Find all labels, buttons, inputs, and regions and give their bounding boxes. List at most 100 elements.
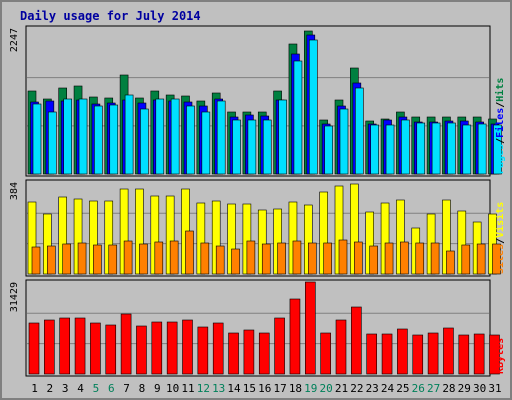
bar-pages [462, 124, 472, 175]
day-label: 30 [473, 382, 486, 395]
bar-pages [232, 119, 241, 175]
day-label: 16 [258, 382, 271, 395]
bar-pages [401, 119, 410, 175]
bar-kbytes [381, 333, 393, 375]
bar-pages [94, 105, 103, 175]
bar-pages [385, 124, 395, 175]
bar-pages [155, 98, 165, 175]
bar-kbytes [351, 306, 362, 375]
bar-kbytes [228, 332, 239, 375]
bar-sites [338, 239, 348, 275]
panel-max-label: 2247 [9, 28, 20, 52]
bar-kbytes [90, 322, 101, 375]
bar-kbytes [412, 334, 424, 375]
bar-pages [431, 122, 441, 175]
bar-pages [370, 124, 380, 175]
bar-kbytes [74, 317, 86, 375]
day-label: 22 [350, 382, 363, 395]
bar-kbytes [473, 333, 485, 375]
day-label: 24 [381, 382, 395, 395]
bar-pages [293, 60, 303, 175]
day-label: 29 [458, 382, 471, 395]
bar-kbytes [151, 321, 163, 375]
bar-kbytes [320, 332, 331, 375]
day-label: 17 [273, 382, 286, 395]
bar-kbytes [44, 319, 55, 375]
bar-sites [231, 248, 240, 275]
bar-pages [262, 119, 272, 175]
bar-pages [186, 105, 195, 175]
bar-kbytes [136, 325, 147, 375]
axis-legend: KBytes [495, 338, 506, 374]
bar-kbytes [443, 327, 454, 375]
bar-kbytes [397, 328, 408, 375]
day-label: 18 [289, 382, 302, 395]
bar-pages [124, 94, 134, 175]
bar-pages [324, 125, 333, 175]
bar-sites [307, 242, 317, 275]
day-label: 1 [31, 382, 38, 395]
day-label: 11 [181, 382, 194, 395]
day-label: 5 [93, 382, 100, 395]
bar-sites [384, 242, 394, 275]
bar-pages [48, 111, 57, 175]
bar-pages [308, 39, 318, 175]
bar-sites [123, 240, 133, 275]
panel-max-label: 384 [9, 182, 20, 200]
day-label: 9 [154, 382, 161, 395]
day-label: 19 [304, 382, 317, 395]
bar-sites [31, 246, 41, 275]
chart-title: Daily usage for July 2014 [20, 9, 201, 23]
bar-sites [108, 244, 118, 275]
bar-kbytes [458, 334, 470, 375]
day-label: 15 [243, 382, 256, 395]
bar-pages [493, 124, 502, 175]
bar-pages [201, 111, 211, 175]
bar-kbytes [366, 333, 378, 375]
bar-sites [277, 242, 286, 275]
bar-kbytes [304, 281, 316, 375]
bar-sites [323, 242, 332, 275]
bar-kbytes [289, 298, 301, 375]
day-label: 4 [77, 382, 84, 395]
bar-pages [78, 98, 88, 175]
bar-kbytes [182, 319, 193, 375]
day-label: 28 [442, 382, 455, 395]
bar-pages [140, 108, 149, 175]
bar-pages [355, 87, 364, 175]
bar-kbytes [120, 313, 132, 375]
bar-kbytes [212, 322, 224, 375]
day-label: 12 [197, 382, 210, 395]
bar-pages [32, 103, 42, 175]
day-label: 25 [396, 382, 409, 395]
bar-sites [62, 243, 72, 275]
bar-sites [169, 240, 179, 275]
bar-sites [354, 241, 363, 275]
bar-kbytes [489, 334, 500, 375]
bar-pages [109, 104, 119, 175]
bar-sites [246, 240, 256, 275]
bar-pages [447, 122, 456, 175]
bar-pages [247, 119, 257, 175]
bar-pages [278, 99, 287, 175]
bar-pages [339, 108, 349, 175]
day-label: 21 [335, 382, 348, 395]
bar-sites [492, 243, 501, 275]
bar-kbytes [427, 332, 439, 375]
bar-sites [47, 245, 56, 275]
bar-kbytes [59, 317, 71, 375]
day-label: 2 [47, 382, 54, 395]
bar-sites [430, 242, 440, 275]
bar-sites [476, 243, 486, 275]
bar-kbytes [258, 332, 270, 375]
day-label: 14 [227, 382, 241, 395]
axis-legend: Pages/Files/Hits [494, 78, 506, 174]
day-label: 26 [412, 382, 425, 395]
day-label: 23 [366, 382, 379, 395]
day-label: 3 [62, 382, 69, 395]
day-label: 31 [488, 382, 501, 395]
bar-kbytes [105, 324, 117, 375]
bar-sites [185, 230, 194, 275]
bar-sites [446, 250, 455, 275]
